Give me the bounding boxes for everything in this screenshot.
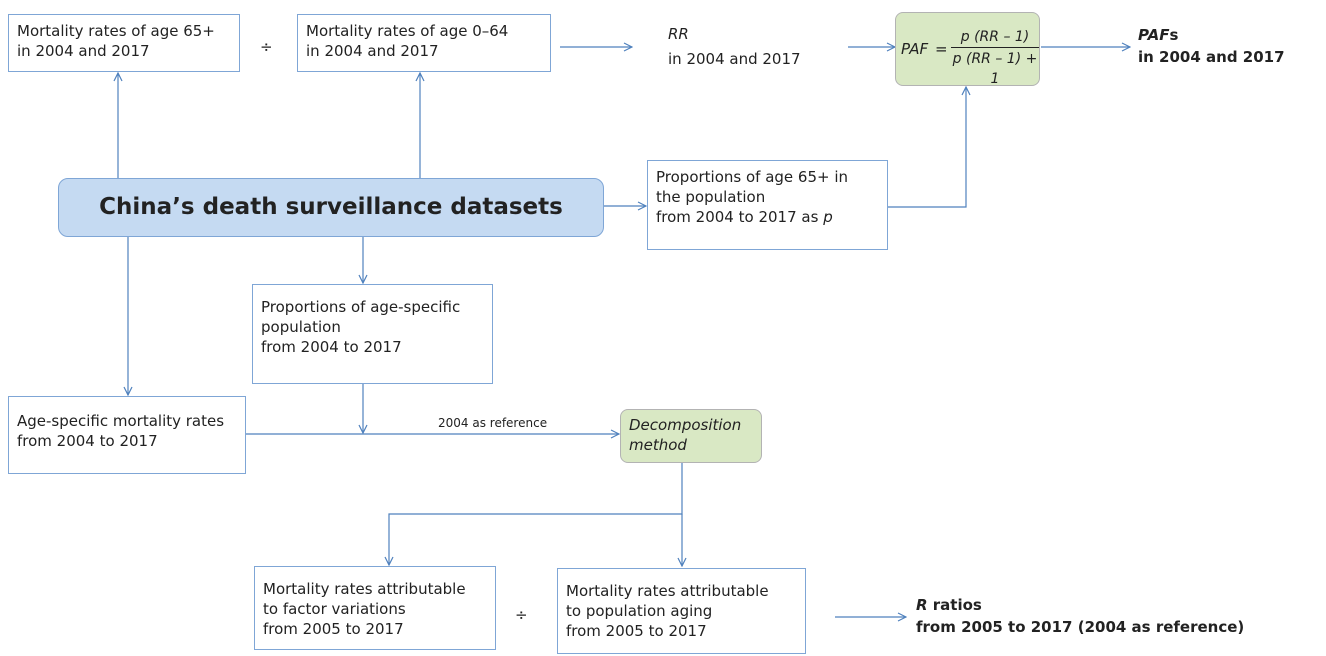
method-box: Decomposition method: [620, 409, 762, 463]
arrow: [389, 463, 683, 565]
label-text: R ratios: [916, 594, 1244, 616]
box-text: to population aging: [566, 602, 713, 620]
box: Mortality rates attributable to populati…: [557, 568, 806, 654]
box-text: Mortality rates attributable: [263, 580, 466, 598]
box-text: Decomposition: [629, 416, 742, 434]
box-text: method: [629, 436, 687, 454]
formula-lhs: PAF: [901, 40, 929, 58]
denominator: p (RR – 1) + 1: [952, 51, 1038, 87]
box-text: from 2004 to 2017 as p: [656, 207, 879, 227]
box-text: Mortality rates of age 65+: [17, 22, 215, 40]
symbol: R: [916, 596, 928, 614]
box-text: Mortality rates attributable: [566, 582, 769, 600]
box-text: from 2005 to 2017: [263, 620, 404, 638]
box: Mortality rates of age 65+ in 2004 and 2…: [8, 14, 240, 72]
arrow: [888, 87, 966, 208]
label: RR in 2004 and 2017: [668, 22, 801, 72]
label-text: PAFs: [1138, 24, 1285, 46]
box: Mortality rates attributable to factor v…: [254, 566, 496, 650]
variable: p: [823, 208, 833, 226]
box: Mortality rates of age 0–64 in 2004 and …: [297, 14, 551, 72]
label-text: RR: [668, 25, 689, 43]
box-text: in 2004 and 2017: [17, 42, 150, 60]
box-text: the population: [656, 188, 766, 206]
label-text: from 2005 to 2017 (2004 as reference): [916, 618, 1245, 636]
divide-sign: ÷: [515, 606, 528, 624]
numerator: p (RR – 1): [951, 27, 1039, 48]
divide-sign: ÷: [260, 38, 273, 56]
formula-box: PAF = p (RR – 1) p (RR – 1) + 1: [895, 12, 1040, 87]
box: Proportions of age-specific population f…: [252, 284, 493, 384]
box-text: from 2005 to 2017: [566, 622, 707, 640]
box-text: Proportions of age-specific: [261, 298, 461, 316]
label: PAFs in 2004 and 2017: [1138, 24, 1285, 68]
text: from 2004 to 2017 as: [656, 208, 819, 226]
box-text: Mortality rates of age 0–64: [306, 22, 509, 40]
box-text: from 2004 to 2017: [261, 338, 402, 356]
symbol: PAF: [1138, 26, 1170, 44]
label-text: in 2004 and 2017: [1138, 48, 1285, 66]
box-text: from 2004 to 2017: [17, 432, 158, 450]
label: R ratios from 2005 to 2017 (2004 as refe…: [916, 594, 1244, 638]
box-text: Proportions of age 65+ in: [656, 168, 849, 186]
box: Proportions of age 65+ in the population…: [647, 160, 888, 250]
box: Age-specific mortality rates from 2004 t…: [8, 396, 246, 474]
main-box: China’s death surveillance datasets: [58, 178, 604, 237]
arrow-label: 2004 as reference: [438, 416, 548, 430]
label-text: in 2004 and 2017: [668, 50, 801, 68]
suffix: ratios: [927, 596, 982, 614]
box-text: in 2004 and 2017: [306, 42, 439, 60]
formula-equals: =: [935, 40, 948, 58]
box-text: population: [261, 318, 341, 336]
suffix: s: [1169, 26, 1179, 44]
box-text: to factor variations: [263, 600, 406, 618]
box-text: Age-specific mortality rates: [17, 412, 225, 430]
